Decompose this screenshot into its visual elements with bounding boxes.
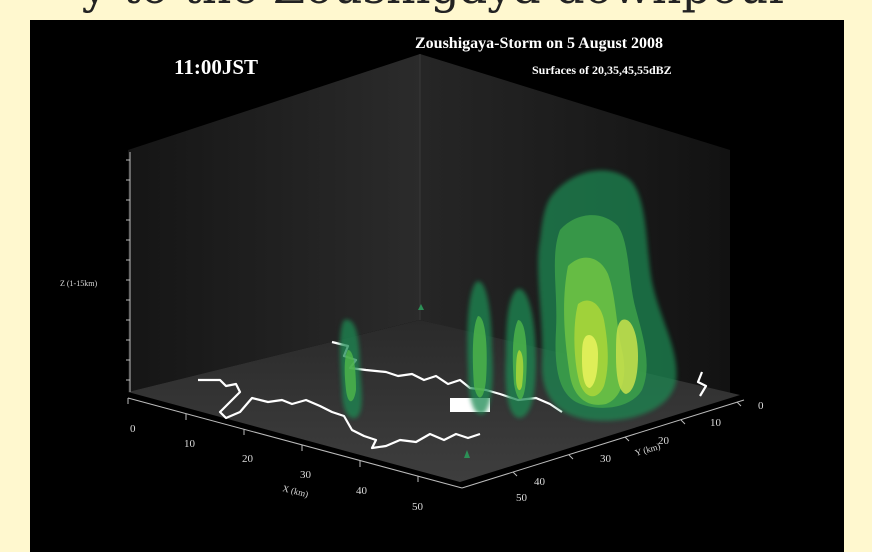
x-tick-40: 40 xyxy=(356,485,368,497)
y-tick-labels: 0 10 20 30 40 50 xyxy=(516,400,764,504)
x-axis-label: X (km) xyxy=(282,483,310,499)
chart-title: Zoushigaya-Storm on 5 August 2008 xyxy=(415,35,663,52)
chart-subtitle: Surfaces of 20,35,45,55dBZ xyxy=(532,63,672,77)
x-tick-10: 10 xyxy=(184,438,196,450)
x-tick-0: 0 xyxy=(130,423,136,435)
time-label: 11:00JST xyxy=(174,55,258,79)
z-axis xyxy=(126,152,131,392)
y-tick-0: 0 xyxy=(758,400,764,412)
z-axis-label: Z (1-15km) xyxy=(60,279,97,288)
radar-3d-scene: 11:00JST Zoushigaya-Storm on 5 August 20… xyxy=(60,35,764,513)
x-axis xyxy=(127,397,463,489)
radar-echo-surfaces xyxy=(340,170,677,421)
x-tick-20: 20 xyxy=(242,453,254,465)
y-tick-30: 30 xyxy=(600,453,612,465)
x-tick-labels: 0 10 20 30 40 50 xyxy=(130,423,424,513)
y-tick-10: 10 xyxy=(710,417,722,429)
y-tick-40: 40 xyxy=(534,476,546,488)
y-tick-20: 20 xyxy=(658,435,670,447)
radar-visualization-panel: 11:00JST Zoushigaya-Storm on 5 August 20… xyxy=(30,20,844,552)
x-tick-30: 30 xyxy=(300,469,312,481)
slide-title-fragment: y to the Zoushigaya downpour xyxy=(0,0,872,20)
y-tick-50: 50 xyxy=(516,492,528,504)
echo-blip-top xyxy=(418,304,424,310)
y-axis xyxy=(461,399,745,489)
echo-blip-bottom xyxy=(464,450,470,458)
x-tick-50: 50 xyxy=(412,501,424,513)
left-back-wall xyxy=(128,54,420,392)
